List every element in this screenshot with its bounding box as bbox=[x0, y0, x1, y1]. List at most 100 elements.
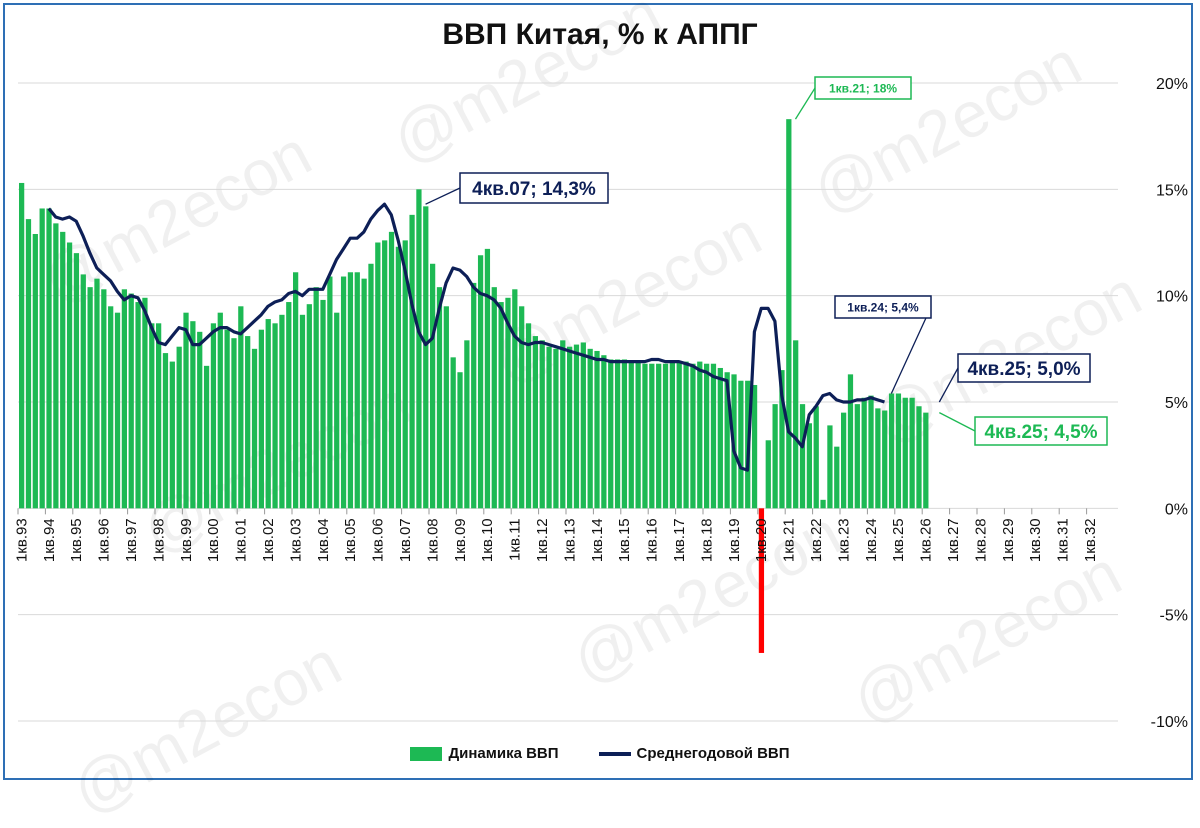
annotation-box bbox=[974, 416, 1108, 446]
bar bbox=[491, 287, 497, 509]
bar bbox=[60, 231, 66, 509]
bar bbox=[87, 287, 93, 509]
bar bbox=[628, 361, 634, 509]
x-tick-label: 1кв.10 bbox=[479, 518, 496, 562]
bar bbox=[642, 363, 648, 509]
bar bbox=[176, 346, 182, 509]
bar bbox=[80, 274, 86, 509]
annotation-leader bbox=[938, 367, 959, 403]
x-tick-label: 1кв.16 bbox=[644, 518, 661, 562]
legend-item-bars[interactable]: Динамика ВВП bbox=[410, 745, 559, 762]
bar bbox=[656, 363, 662, 509]
bar bbox=[717, 367, 723, 509]
x-tick-label: 1кв.26 bbox=[918, 518, 935, 562]
bar bbox=[245, 336, 251, 509]
x-tick-label: 1кв.29 bbox=[1000, 518, 1017, 562]
bar bbox=[662, 363, 669, 509]
bar bbox=[224, 329, 230, 509]
y-tick-label: 5% bbox=[1165, 395, 1188, 412]
y-tick-label: -5% bbox=[1160, 608, 1188, 625]
bar bbox=[614, 359, 621, 509]
bar bbox=[580, 342, 586, 509]
x-tick-label: 1кв.31 bbox=[1055, 518, 1072, 562]
bar bbox=[436, 287, 443, 509]
bar bbox=[210, 323, 217, 509]
x-tick-label: 1кв.23 bbox=[835, 518, 852, 562]
legend-swatch-line bbox=[598, 751, 631, 756]
bar bbox=[546, 346, 552, 509]
x-tick-label: 1кв.08 bbox=[424, 518, 441, 562]
bar bbox=[299, 314, 306, 509]
x-tick-label: 1кв.99 bbox=[178, 518, 195, 562]
bar bbox=[621, 359, 628, 509]
bar bbox=[882, 410, 888, 509]
annotation-box bbox=[834, 295, 932, 319]
bar bbox=[710, 363, 717, 509]
x-tick-label: 1кв.30 bbox=[1027, 518, 1044, 562]
bar bbox=[286, 302, 292, 509]
bar bbox=[334, 312, 340, 509]
x-tick-label: 1кв.98 bbox=[150, 518, 167, 562]
legend-label-line: Среднегодовой ВВП bbox=[636, 745, 790, 762]
x-tick-label: 1кв.09 bbox=[452, 518, 469, 562]
y-tick-label: 10% bbox=[1156, 289, 1188, 306]
bar bbox=[464, 340, 470, 509]
bar bbox=[573, 344, 580, 509]
bar bbox=[772, 404, 778, 509]
bar bbox=[484, 248, 491, 509]
x-tick-label: 1кв.12 bbox=[534, 518, 551, 562]
bar bbox=[724, 372, 730, 509]
bar bbox=[313, 287, 319, 509]
y-tick-label: 20% bbox=[1156, 76, 1188, 93]
annotation-leader bbox=[794, 87, 816, 120]
bar bbox=[854, 404, 860, 509]
bar bbox=[512, 289, 518, 509]
bar bbox=[265, 319, 271, 509]
bar bbox=[765, 440, 771, 509]
bar bbox=[567, 346, 573, 509]
x-tick-label: 1кв.18 bbox=[698, 518, 715, 562]
bar bbox=[827, 425, 833, 509]
bar bbox=[895, 393, 902, 509]
annotation-leader bbox=[425, 187, 461, 205]
x-tick-label: 1кв.05 bbox=[342, 518, 359, 562]
x-tick-label: 1кв.95 bbox=[68, 518, 85, 562]
bar bbox=[676, 361, 682, 509]
y-tick-label: -10% bbox=[1151, 714, 1188, 731]
bar bbox=[608, 359, 614, 509]
x-tick-label: 1кв.14 bbox=[589, 518, 606, 562]
bar bbox=[443, 306, 449, 509]
bar bbox=[669, 361, 675, 509]
bar bbox=[601, 355, 607, 509]
x-tick-label: 1кв.93 bbox=[13, 518, 30, 562]
x-tick-label: 1кв.11 bbox=[507, 518, 524, 561]
bar bbox=[108, 306, 114, 509]
legend-label-bars: Динамика ВВП bbox=[448, 745, 559, 762]
bar bbox=[683, 361, 689, 509]
bar bbox=[217, 312, 223, 509]
bar bbox=[704, 363, 710, 509]
legend-item-line[interactable]: Среднегодовой ВВП bbox=[598, 745, 790, 762]
bar bbox=[594, 350, 600, 509]
bar bbox=[32, 233, 38, 509]
bar bbox=[197, 331, 203, 509]
bar bbox=[238, 306, 244, 509]
bar bbox=[806, 423, 812, 509]
bar bbox=[847, 374, 854, 509]
bar bbox=[53, 223, 59, 509]
annotation-label: 4кв.25; 4,5% bbox=[984, 422, 1097, 443]
bar bbox=[457, 372, 463, 509]
annotation-label: 4кв.25; 5,0% bbox=[967, 359, 1080, 380]
bar bbox=[258, 329, 264, 509]
bar bbox=[162, 353, 169, 509]
x-tick-label: 1кв.97 bbox=[123, 518, 140, 562]
bar bbox=[738, 380, 744, 509]
bar bbox=[532, 336, 538, 509]
bar bbox=[402, 240, 408, 509]
bar bbox=[156, 323, 162, 509]
x-tick-label: 1кв.32 bbox=[1082, 518, 1099, 562]
bar bbox=[519, 306, 525, 509]
annotation-box bbox=[957, 353, 1091, 383]
bar bbox=[793, 340, 799, 509]
bar bbox=[553, 348, 559, 509]
